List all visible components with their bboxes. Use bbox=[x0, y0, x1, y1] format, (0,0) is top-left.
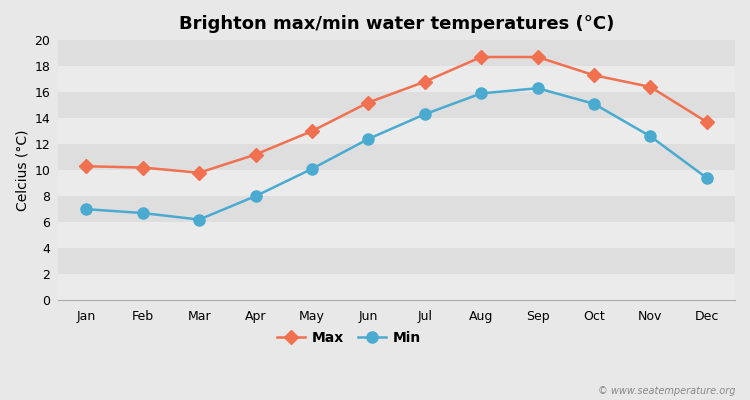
Min bbox=[82, 207, 91, 212]
Max bbox=[364, 100, 373, 105]
Max bbox=[702, 120, 711, 124]
Min bbox=[420, 112, 429, 117]
Max bbox=[194, 170, 203, 175]
Title: Brighton max/min water temperatures (°C): Brighton max/min water temperatures (°C) bbox=[178, 15, 614, 33]
Bar bbox=[58, 40, 735, 66]
Min bbox=[138, 211, 147, 216]
Min bbox=[646, 134, 655, 139]
Bar bbox=[58, 170, 735, 196]
Max bbox=[308, 129, 316, 134]
Max bbox=[590, 73, 598, 78]
Legend: Max, Min: Max, Min bbox=[272, 325, 427, 350]
Bar bbox=[58, 222, 735, 248]
Min bbox=[477, 91, 486, 96]
Min bbox=[251, 194, 260, 198]
Line: Min: Min bbox=[81, 83, 712, 225]
Bar bbox=[58, 118, 735, 144]
Bar bbox=[58, 66, 735, 92]
Line: Max: Max bbox=[82, 52, 712, 178]
Max bbox=[82, 164, 91, 169]
Max bbox=[251, 152, 260, 157]
Min bbox=[308, 166, 316, 171]
Max bbox=[477, 55, 486, 60]
Min bbox=[702, 176, 711, 180]
Max bbox=[646, 84, 655, 89]
Min bbox=[364, 136, 373, 141]
Text: © www.seatemperature.org: © www.seatemperature.org bbox=[598, 386, 735, 396]
Max bbox=[420, 79, 429, 84]
Min bbox=[533, 86, 542, 91]
Max bbox=[533, 55, 542, 60]
Bar bbox=[58, 248, 735, 274]
Bar bbox=[58, 274, 735, 300]
Min bbox=[590, 102, 598, 106]
Bar bbox=[58, 92, 735, 118]
Bar bbox=[58, 196, 735, 222]
Y-axis label: Celcius (°C): Celcius (°C) bbox=[15, 129, 29, 211]
Bar bbox=[58, 144, 735, 170]
Min bbox=[194, 217, 203, 222]
Max bbox=[138, 165, 147, 170]
